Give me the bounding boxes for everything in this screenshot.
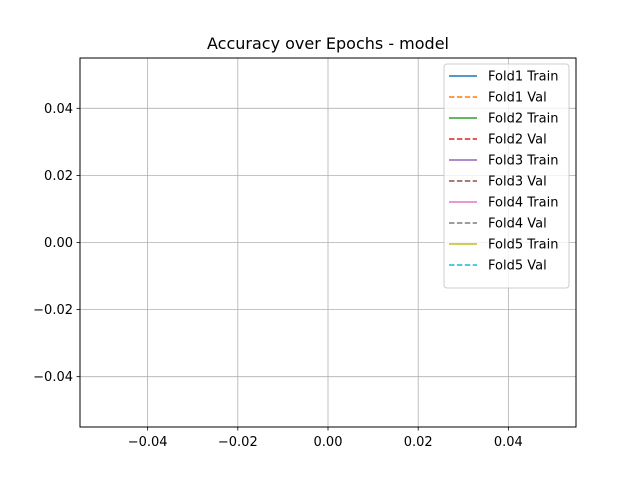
legend-label: Fold3 Val xyxy=(488,175,547,190)
y-tick-label: 0.02 xyxy=(44,169,73,184)
legend-label: Fold4 Train xyxy=(488,196,558,211)
legend-label: Fold4 Val xyxy=(488,217,547,232)
x-tick-label: 0.04 xyxy=(494,435,523,450)
legend-label: Fold2 Val xyxy=(488,133,547,148)
legend-label: Fold5 Train xyxy=(488,238,558,253)
x-tick-label: −0.02 xyxy=(218,435,258,450)
legend-label: Fold2 Train xyxy=(488,112,558,127)
y-tick-label: 0.04 xyxy=(44,102,73,117)
x-tick-label: 0.02 xyxy=(404,435,433,450)
legend-label: Fold3 Train xyxy=(488,154,558,169)
axis-ticks: −0.04 −0.02 0.00 0.02 0.04 0.04 0.02 0.00 −0.02 −… xyxy=(33,102,523,450)
x-tick-label: 0.00 xyxy=(314,435,343,450)
y-tick-label: −0.02 xyxy=(33,303,73,318)
legend-label: Fold1 Val xyxy=(488,91,547,106)
chart-title: Accuracy over Epochs - model xyxy=(207,34,449,53)
y-tick-label: 0.00 xyxy=(44,236,73,251)
y-tick-label: −0.04 xyxy=(33,370,73,385)
legend-label: Fold1 Train xyxy=(488,70,558,85)
legend-box xyxy=(443,63,570,289)
legend: Fold1 Train Fold1 Val Fold2 Train Fold2 Val… xyxy=(443,63,570,289)
legend-label: Fold5 Val xyxy=(488,259,547,274)
x-tick-label: −0.04 xyxy=(128,435,168,450)
